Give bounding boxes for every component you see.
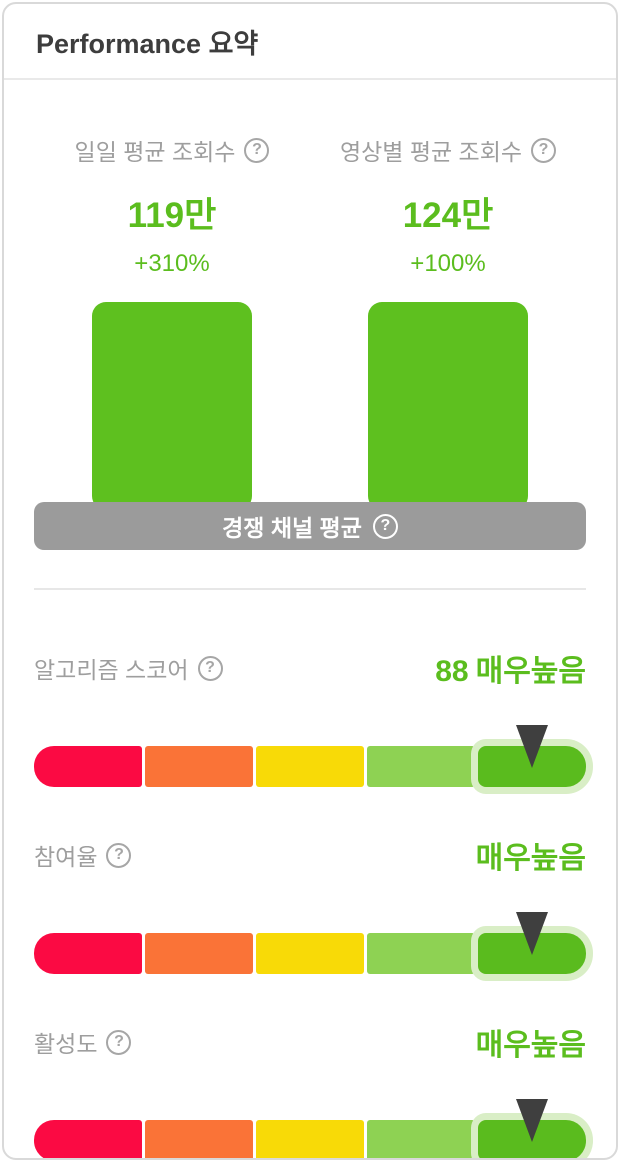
gauge-segment-lightgreen bbox=[367, 1120, 475, 1158]
gauge-segment-green-highlighted bbox=[478, 725, 586, 787]
gauge-segment-lightgreen bbox=[367, 746, 475, 787]
gauge-value: 매우높음 bbox=[476, 1020, 586, 1064]
page-title: Performance 요약 bbox=[36, 28, 259, 59]
gauge-segment-yellow bbox=[256, 933, 364, 974]
gauge-level: 매우높음 bbox=[475, 842, 586, 875]
gauge-segment-red bbox=[34, 933, 142, 974]
gauge-label: 알고리즘 스코어 ? bbox=[34, 651, 223, 685]
help-icon[interactable]: ? bbox=[531, 137, 557, 163]
metric-change-badge: +310% bbox=[134, 250, 210, 277]
gauge-algorithm-score: 알고리즘 스코어 ? 88 매우높음 bbox=[34, 646, 586, 787]
baseline-label: 경쟁 채널 평균 bbox=[222, 515, 362, 541]
gauge-color-scale bbox=[34, 1099, 586, 1158]
gauge-segment-red bbox=[34, 1120, 142, 1158]
gauges-section: 알고리즘 스코어 ? 88 매우높음 참여율 bbox=[4, 646, 616, 1158]
help-icon[interactable]: ? bbox=[244, 137, 270, 163]
metric-daily-avg-views: 일일 평균 조회수 ? 119만 +310% bbox=[34, 133, 310, 278]
gauge-segment-orange bbox=[145, 933, 253, 974]
metric-label: 일일 평균 조회수 ? bbox=[75, 133, 270, 167]
metric-label: 영상별 평균 조회수 ? bbox=[339, 133, 557, 167]
marker-triangle-icon bbox=[516, 725, 548, 768]
section-divider bbox=[34, 588, 586, 590]
marker-triangle-icon bbox=[516, 1099, 548, 1142]
card-header: Performance 요약 bbox=[4, 4, 616, 80]
gauge-engagement-rate: 참여율 ? 매우높음 bbox=[34, 833, 586, 974]
channel-bar-per-video-views bbox=[368, 302, 528, 510]
gauge-segment-orange bbox=[145, 1120, 253, 1158]
gauge-segment-yellow bbox=[256, 1120, 364, 1158]
gauge-segment-green-highlighted bbox=[478, 1099, 586, 1158]
gauge-color-scale bbox=[34, 725, 586, 787]
channel-bar-daily-views bbox=[92, 302, 252, 510]
gauge-segment-green-highlighted bbox=[478, 912, 586, 974]
help-icon[interactable]: ? bbox=[106, 1029, 132, 1055]
gauge-level: 매우높음 bbox=[475, 1029, 586, 1062]
gauge-label-text: 참여율 bbox=[34, 844, 98, 870]
gauge-segment-lightgreen bbox=[367, 933, 475, 974]
gauge-value: 매우높음 bbox=[476, 833, 586, 877]
metric-label-text: 영상별 평균 조회수 bbox=[339, 139, 523, 165]
help-icon[interactable]: ? bbox=[106, 842, 132, 868]
gauge-color-scale bbox=[34, 912, 586, 974]
metric-per-video-avg-views: 영상별 평균 조회수 ? 124만 +100% bbox=[310, 133, 586, 278]
competitor-average-baseline: 경쟁 채널 평균 ? bbox=[34, 502, 586, 550]
metric-label-text: 일일 평균 조회수 bbox=[74, 139, 236, 165]
metrics-section: 일일 평균 조회수 ? 119만 +310% 영상별 평균 조회수 ? 124만… bbox=[4, 80, 616, 278]
comparison-bar-chart: 경쟁 채널 평균 ? bbox=[34, 302, 586, 550]
metric-value: 124만 bbox=[402, 196, 494, 235]
gauge-label: 참여율 ? bbox=[34, 838, 132, 872]
help-icon[interactable]: ? bbox=[372, 513, 398, 539]
gauge-segment-yellow bbox=[256, 746, 364, 787]
metric-change-badge: +100% bbox=[410, 250, 486, 277]
marker-triangle-icon bbox=[516, 912, 548, 955]
gauge-header: 알고리즘 스코어 ? 88 매우높음 bbox=[34, 646, 586, 690]
gauge-segment-red bbox=[34, 746, 142, 787]
gauge-score: 88 bbox=[435, 655, 469, 688]
gauge-label-text: 활성도 bbox=[34, 1031, 98, 1057]
help-icon[interactable]: ? bbox=[197, 655, 223, 681]
gauge-level: 매우높음 bbox=[475, 655, 586, 688]
gauge-header: 활성도 ? 매우높음 bbox=[34, 1020, 586, 1064]
gauge-value: 88 매우높음 bbox=[435, 646, 586, 690]
gauge-segment-orange bbox=[145, 746, 253, 787]
gauge-label-text: 알고리즘 스코어 bbox=[34, 657, 189, 683]
metric-value: 119만 bbox=[127, 196, 217, 235]
gauge-label: 활성도 ? bbox=[34, 1025, 132, 1059]
gauge-activity: 활성도 ? 매우높음 bbox=[34, 1020, 586, 1158]
gauge-header: 참여율 ? 매우높음 bbox=[34, 833, 586, 877]
